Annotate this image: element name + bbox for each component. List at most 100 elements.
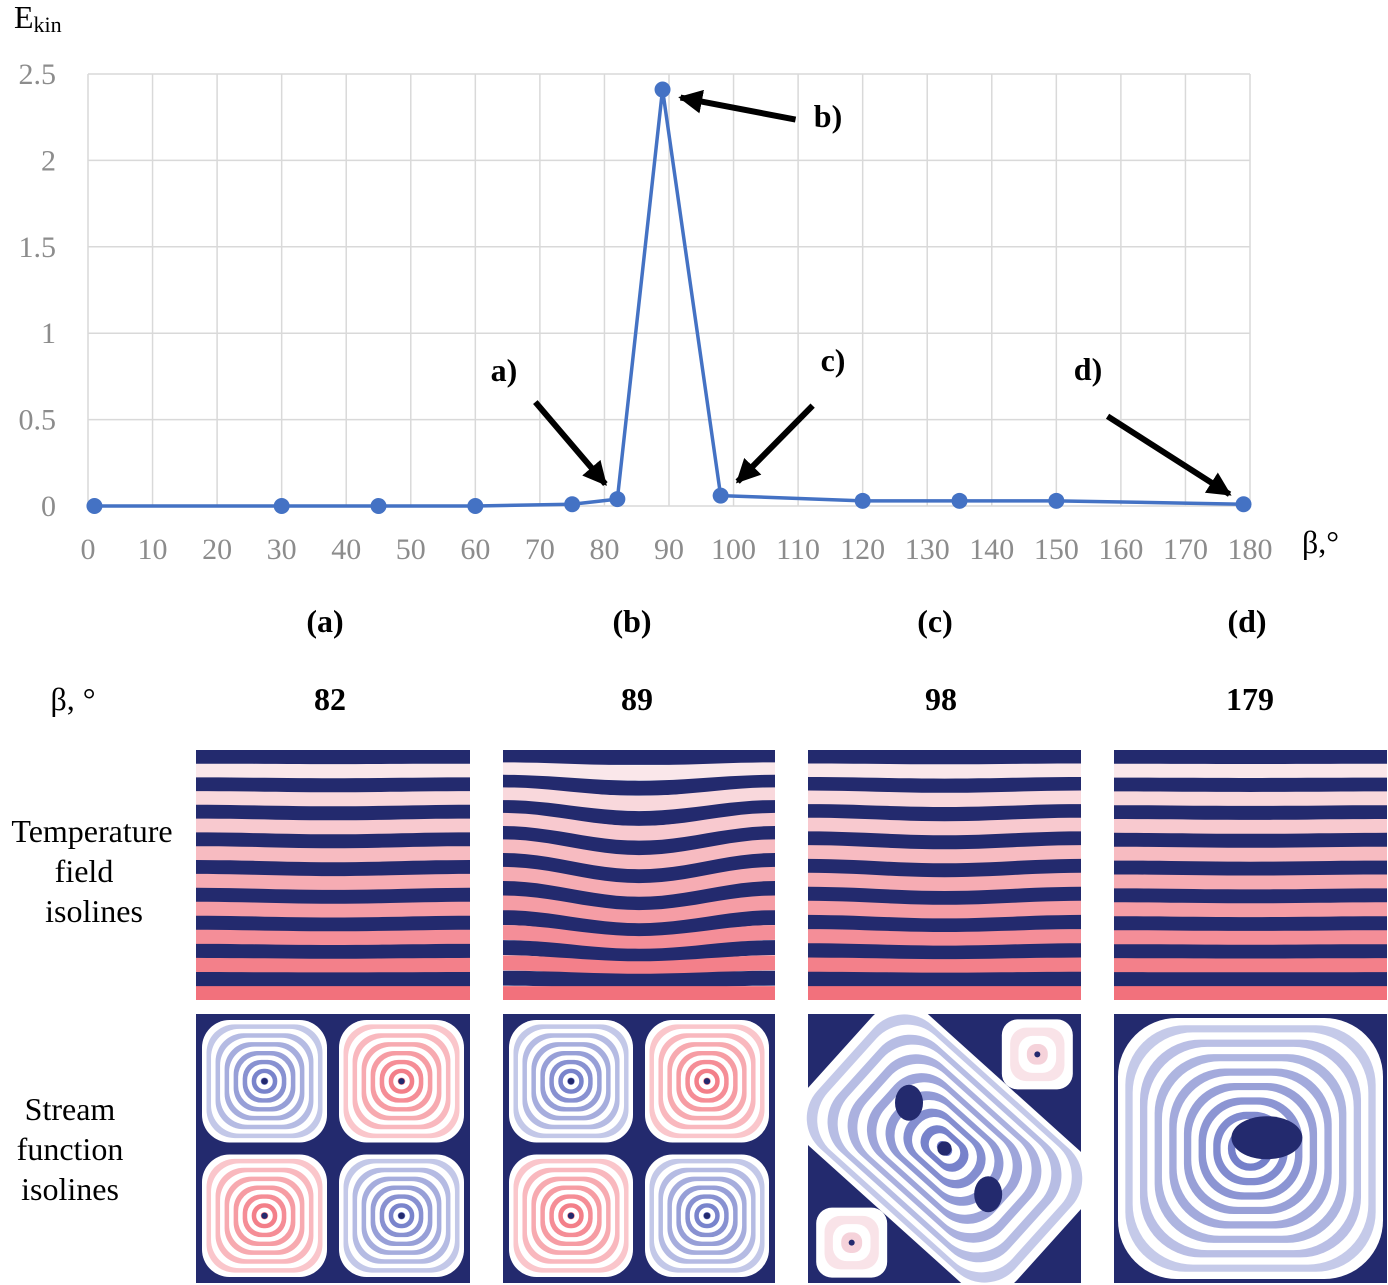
temperature-band-1-8 [503,853,775,885]
x-tick-13: 130 [905,533,950,566]
stream-panel-2 [796,1004,1093,1285]
x-tick-6: 60 [460,533,490,566]
temperature-band-3-17 [1114,986,1387,1000]
temperature-row-label-1: Temperature [11,813,172,849]
x-tick-15: 150 [1034,533,1079,566]
temperature-band-3-0 [1114,750,1387,765]
annotation-label-1: b) [814,98,842,134]
temperature-panel-1 [503,750,775,1000]
x-tick-2: 20 [202,533,232,566]
temperature-band-0-1 [196,763,470,779]
temperature-band-0-12 [196,915,470,933]
x-axis-label: β,° [1302,524,1339,560]
stream-core-b-2 [974,1176,1003,1213]
chart-grid [87,73,1251,507]
annotation-label-3: d) [1074,351,1102,387]
stream-panel-0 [196,1014,470,1283]
stream-cell-1-1-core [703,1078,711,1085]
stream-row-label-3: isolines [21,1171,119,1207]
annotation-arrow-0 [533,400,608,487]
temperature-band-1-9 [503,866,775,898]
temperature-band-2-0 [808,750,1081,765]
x-tick-10: 100 [711,533,756,566]
temperature-band-1-17 [503,986,775,1000]
x-tick-1: 10 [138,533,168,566]
annotation-arrow-2 [735,403,815,484]
data-point-10 [1048,492,1065,509]
temperature-panels [196,750,1387,1000]
stream-row-label-2: function [17,1131,124,1167]
temperature-band-0-11 [196,901,470,919]
temperature-band-0-14 [196,943,470,960]
x-tick-4: 40 [331,533,361,566]
panel-c-label: (c) [917,603,953,639]
temperature-band-1-7 [503,839,775,870]
temperature-band-3-10 [1114,888,1387,905]
stream-cell-0-3-core [398,1212,405,1219]
annotation-label-0: a) [491,352,518,388]
temperature-band-1-2 [503,774,775,796]
stream-cell-0-0-core [261,1078,268,1085]
x-tick-11: 110 [776,533,820,566]
panel-a-label: (a) [306,603,343,639]
temperature-band-1-0 [503,750,775,765]
data-point-2 [370,498,387,514]
temperature-band-3-12 [1114,916,1387,932]
panel-d-label: (d) [1227,603,1266,639]
temperature-band-2-7 [808,845,1081,865]
temperature-band-2-3 [808,790,1081,808]
panel-c-beta: 98 [925,681,957,717]
temperature-band-0-3 [196,791,470,808]
temperature-band-3-4 [1114,805,1387,821]
series-ekin [86,81,1252,514]
temperature-band-1-16 [503,970,775,989]
y-tick-2: 1 [41,317,56,350]
stream-row-label-1: Stream [25,1091,116,1127]
stream-main-2-core [937,1141,952,1156]
temperature-band-0-17 [196,986,470,1000]
temperature-band-1-10 [503,881,775,912]
y-tick-4: 2 [41,144,56,177]
temperature-band-0-10 [196,887,470,905]
annotation-arrow-3 [1105,413,1232,497]
temperature-band-2-4 [808,804,1081,822]
x-tick-18: 180 [1228,533,1273,566]
temperature-band-3-11 [1114,902,1387,919]
temperature-band-2-9 [808,872,1081,893]
temperature-band-3-3 [1114,791,1387,807]
temperature-band-0-2 [196,777,470,794]
stream-small-a-2-core [1034,1051,1041,1058]
data-point-7 [712,487,729,504]
x-tick-12: 120 [840,533,885,566]
data-point-9 [951,492,968,509]
series-line [94,87,1244,508]
temperature-band-2-12 [808,914,1081,934]
data-point-0 [86,498,103,514]
temperature-band-2-15 [808,957,1081,974]
stream-cell-0-1-core [398,1078,405,1085]
data-point-6 [654,81,671,98]
temperature-band-3-1 [1114,763,1387,779]
x-tick-16: 160 [1098,533,1143,566]
annotation-label-2: c) [821,342,846,378]
data-point-11 [1235,496,1252,513]
x-tick-5: 50 [396,533,426,566]
temperature-band-3-9 [1114,874,1387,891]
temperature-band-0-0 [196,750,470,765]
temperature-band-3-16 [1114,972,1387,988]
panel-b-beta: 89 [621,681,653,717]
temperature-band-3-2 [1114,777,1387,793]
temperature-band-2-5 [808,817,1081,837]
y-tick-1: 0.5 [19,404,57,437]
temperature-band-0-13 [196,929,470,947]
y-tick-5: 2.5 [19,58,57,91]
temperature-panel-2 [808,750,1081,1000]
temperature-band-2-2 [808,777,1081,794]
data-point-5 [609,491,626,508]
temperature-band-2-11 [808,900,1081,920]
stream-panel-3 [1114,1014,1387,1283]
x-tick-8: 80 [589,533,619,566]
temperature-band-0-15 [196,957,470,974]
data-point-8 [854,492,871,509]
